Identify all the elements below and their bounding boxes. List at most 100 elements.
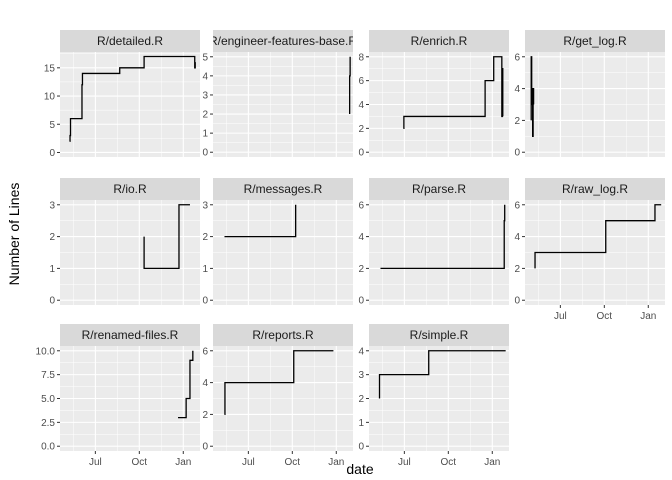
y-tick-label: 0	[358, 296, 364, 307]
y-tick-label: 3	[49, 200, 55, 211]
facet-strip-label: R/simple.R	[410, 328, 469, 342]
x-tick-label: Jan	[175, 457, 191, 468]
series-line-r-raw-log-r	[534, 204, 662, 269]
facet-panel-r-io-r: R/io.R 0 1 2 3	[49, 178, 200, 307]
series-line-r-parse-r	[380, 204, 506, 270]
facet-strip-label: R/reports.R	[252, 328, 314, 342]
panel-background	[60, 52, 200, 157]
y-tick-label: 1	[202, 129, 208, 140]
facet-strip-label: R/get_log.R	[563, 34, 627, 48]
y-tick-label: 2	[202, 110, 208, 121]
y-tick-label: 5.0	[41, 394, 55, 405]
x-tick-label: Jul	[242, 457, 255, 468]
facet-strip	[60, 324, 200, 346]
facet-strip	[369, 324, 509, 346]
y-tick-label: 10	[44, 92, 56, 103]
y-tick-label: 7.5	[41, 370, 55, 381]
y-tick-label: 3	[358, 370, 364, 381]
x-tick-label: Oct	[597, 311, 613, 322]
x-tick-label: Jul	[554, 311, 567, 322]
y-tick-label: 4	[514, 84, 520, 95]
y-tick-label: 2.5	[41, 418, 55, 429]
y-tick-label: 0	[358, 442, 364, 453]
facet-panel-r-get-log-r: R/get_log.R 0 2 4 6	[514, 30, 665, 159]
y-tick-label: 6	[358, 200, 364, 211]
y-tick-label: 2	[358, 394, 364, 405]
facet-strip-label: R/parse.R	[412, 182, 466, 196]
series-line-r-io-r	[143, 204, 190, 270]
x-tick-label: Oct	[132, 457, 148, 468]
facet-panel-r-messages-r: R/messages.R 0 1 2 3	[202, 178, 353, 307]
y-tick-label: 2	[358, 124, 364, 135]
x-tick-label: Jan	[484, 457, 500, 468]
facet-strip	[525, 30, 665, 52]
y-tick-label: 0	[514, 296, 520, 307]
facet-strip-label: R/messages.R	[244, 182, 323, 196]
facet-strip	[213, 324, 353, 346]
y-tick-label: 0	[202, 148, 208, 159]
facet-strip-label: R/raw_log.R	[562, 182, 628, 196]
y-tick-label: 4	[358, 232, 364, 243]
y-tick-label: 10.0	[36, 346, 56, 357]
facet-panel-r-reports-r: R/reports.R 0 2 4 6 Jul Oct Jan	[202, 324, 353, 468]
y-tick-label: 4	[202, 378, 208, 389]
y-tick-label: 1	[358, 418, 364, 429]
y-tick-label: 1	[202, 264, 208, 275]
y-tick-label: 6	[514, 52, 520, 63]
facet-strip-label: R/enrich.R	[411, 34, 468, 48]
facet-strip-label: R/engineer-features-base.R	[209, 34, 357, 48]
facet-panel-r-engineer-features-base-r: R/engineer-features-base.R 0 1 2 3 4 5	[202, 30, 357, 159]
facet-panel-r-parse-r: R/parse.R 0 2 4 6	[358, 178, 509, 307]
x-tick-label: Oct	[441, 457, 457, 468]
facet-strip	[213, 178, 353, 200]
x-tick-label: Jul	[398, 457, 411, 468]
facet-strip-label: R/io.R	[113, 182, 147, 196]
series-line-r-simple-r	[378, 350, 506, 399]
y-tick-label: 4	[358, 346, 364, 357]
y-tick-label: 2	[49, 232, 55, 243]
facet-panel-r-detailed-r: R/detailed.R 0 5 10 15	[44, 30, 200, 159]
facet-panel-r-renamed-files-r: R/renamed-files.R 0.0 2.5 5.0 7.5 10.0 Jul Oct J…	[36, 324, 200, 468]
y-tick-label: 4	[358, 100, 364, 111]
y-tick-label: 2	[202, 232, 208, 243]
series-line-r-detailed-r	[69, 55, 196, 142]
series-line-r-get-log-r	[530, 56, 535, 137]
y-axis-title: Number of Lines	[6, 183, 22, 286]
y-tick-label: 2	[202, 410, 208, 421]
y-tick-label: 3	[202, 200, 208, 211]
y-tick-label: 15	[44, 63, 56, 74]
y-tick-label: 0	[358, 148, 364, 159]
y-tick-label: 0	[202, 296, 208, 307]
facet-panel-r-enrich-r: R/enrich.R 0 2 4 6 8	[358, 30, 509, 159]
y-tick-label: 5	[49, 120, 55, 131]
facet-strip-label: R/renamed-files.R	[82, 328, 179, 342]
series-line-r-renamed-files-r	[178, 350, 194, 419]
y-tick-label: 1	[49, 264, 55, 275]
y-tick-label: 2	[514, 116, 520, 127]
y-tick-label: 2	[358, 264, 364, 275]
y-tick-label: 3	[202, 90, 208, 101]
facet-strip	[369, 30, 509, 52]
series-line-r-messages-r	[224, 204, 297, 238]
y-tick-label: 0	[49, 296, 55, 307]
x-tick-label: Jul	[89, 457, 102, 468]
y-tick-label: 0	[202, 442, 208, 453]
y-tick-label: 6	[514, 200, 520, 211]
facet-strip	[60, 178, 200, 200]
y-tick-label: 8	[358, 52, 364, 63]
facet-strip	[525, 178, 665, 200]
y-tick-label: 6	[358, 76, 364, 87]
y-tick-label: 4	[514, 232, 520, 243]
x-axis-title: date	[346, 461, 373, 477]
facet-panel-r-simple-r: R/simple.R 0 1 2 3 4 Jul Oct Jan	[358, 324, 509, 468]
x-tick-label: Oct	[285, 457, 301, 468]
series-line-r-reports-r	[224, 350, 334, 416]
series-line-r-enrich-r	[403, 56, 504, 130]
y-tick-label: 0	[49, 148, 55, 159]
facet-strip	[369, 178, 509, 200]
facet-strip	[60, 30, 200, 52]
y-tick-label: 4	[202, 71, 208, 82]
facet-strip	[213, 30, 353, 52]
y-tick-label: 2	[514, 264, 520, 275]
